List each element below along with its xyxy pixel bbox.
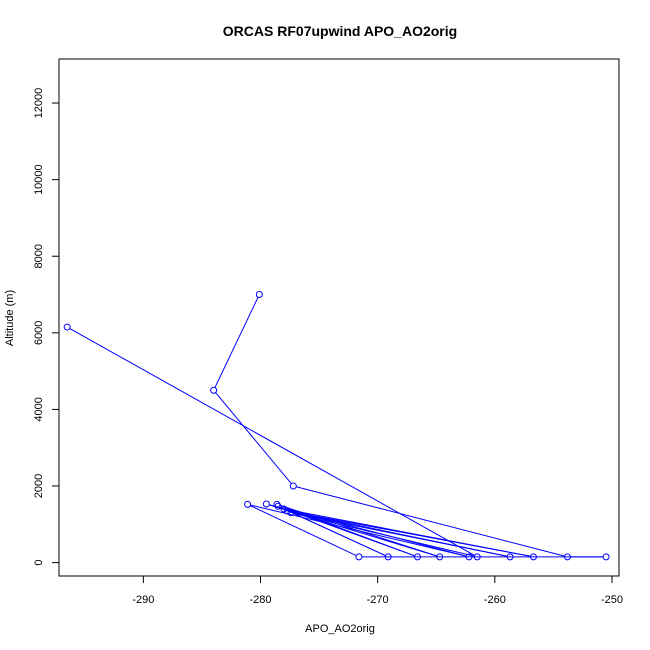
data-point (413, 553, 421, 561)
series-line-segment (293, 513, 475, 557)
data-point (355, 553, 363, 561)
x-tick-label: -250 (601, 594, 623, 606)
x-tick-label: -280 (249, 594, 271, 606)
data-point (289, 482, 297, 490)
data-point (506, 553, 514, 561)
y-tick-label: 12000 (33, 88, 45, 119)
data-point (262, 500, 270, 508)
series-line-segment (214, 297, 259, 388)
series-line-segment (290, 510, 531, 557)
series-line-segment (279, 504, 438, 557)
data-point (465, 553, 473, 561)
data-point (602, 553, 610, 561)
series-line-segment (296, 486, 565, 557)
data-point (244, 500, 252, 508)
x-tick-label: -290 (132, 594, 154, 606)
x-axis: -290 -280 -270 -260 -250 (132, 575, 623, 606)
series-line-segment (250, 505, 357, 557)
series-line-segment (215, 392, 292, 485)
y-tick-label: 6000 (33, 321, 45, 345)
series-line-segment (293, 512, 508, 557)
data-point (255, 291, 263, 299)
series-line-segment (286, 509, 386, 557)
y-axis: 0 2000 4000 6000 8000 10000 12000 (33, 88, 60, 566)
y-tick-label: 10000 (33, 164, 45, 195)
data-point (529, 553, 537, 561)
y-tick-label: 4000 (33, 397, 45, 421)
series-layer (63, 291, 610, 561)
data-point (63, 323, 71, 331)
y-tick-label: 8000 (33, 244, 45, 268)
data-point (287, 509, 295, 517)
data-point (384, 553, 392, 561)
data-point (563, 553, 571, 561)
x-tick-label: -260 (484, 594, 506, 606)
x-tick-label: -270 (367, 594, 389, 606)
data-point (280, 505, 288, 513)
series-line-segment (69, 328, 475, 556)
data-point (473, 553, 481, 561)
data-point (283, 507, 291, 515)
y-tick-label: 0 (33, 560, 45, 566)
x-axis-label: APO_AO2orig (305, 623, 375, 635)
data-point (274, 502, 282, 510)
data-point (210, 386, 218, 394)
y-tick-label: 2000 (33, 474, 45, 498)
data-point (273, 500, 281, 508)
data-point (436, 553, 444, 561)
chart-title: ORCAS RF07upwind APO_AO2orig (223, 23, 457, 39)
y-axis-label: Altitude (m) (4, 290, 16, 346)
